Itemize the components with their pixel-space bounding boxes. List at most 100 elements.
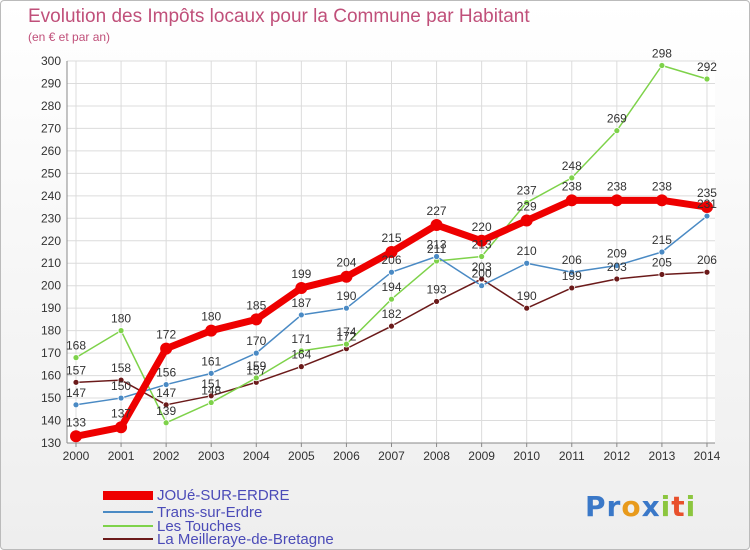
data-point — [117, 376, 125, 384]
data-point — [700, 201, 713, 214]
data-label: 164 — [291, 348, 311, 362]
x-tick-label: 2012 — [603, 449, 630, 463]
data-point — [703, 268, 711, 276]
data-label: 248 — [562, 159, 582, 173]
data-label: 199 — [562, 269, 582, 283]
legend-label: JOUé-SUR-ERDRE — [157, 486, 290, 504]
grid-layer — [67, 60, 715, 444]
legend-item: Les Touches — [103, 518, 241, 535]
data-point — [207, 369, 215, 377]
data-label: 238 — [562, 179, 582, 193]
y-tick-label: 150 — [41, 391, 61, 405]
series-les-touches — [72, 62, 711, 427]
data-point — [658, 271, 666, 278]
data-label: 170 — [246, 334, 266, 348]
data-label: 172 — [336, 330, 356, 344]
logo-letter: t — [671, 490, 686, 523]
data-point — [478, 282, 486, 290]
data-label: 203 — [472, 260, 492, 274]
data-point — [523, 199, 531, 206]
data-point — [388, 322, 395, 330]
data-point — [655, 194, 668, 207]
data-label: 206 — [562, 253, 582, 267]
data-point — [613, 262, 621, 269]
x-tick-label: 2009 — [468, 449, 495, 463]
data-label: 148 — [201, 384, 221, 398]
x-tick-label: 2005 — [288, 449, 315, 463]
data-point — [703, 75, 711, 83]
data-label: 147 — [66, 386, 86, 400]
axis-layer: 130 140 150 160 170 180 190 200 210 220 230 240 250 2… — [41, 54, 721, 463]
data-label: 187 — [291, 296, 311, 310]
data-label: 190 — [336, 289, 356, 303]
data-label: 157 — [246, 363, 266, 377]
data-label: 174 — [336, 325, 356, 339]
y-tick-label: 160 — [41, 369, 61, 383]
data-label: 133 — [66, 415, 86, 429]
data-label: 292 — [697, 60, 717, 74]
data-point — [430, 219, 443, 232]
data-point — [568, 284, 576, 292]
data-label: 206 — [697, 253, 717, 267]
data-point — [523, 304, 531, 312]
data-label: 220 — [472, 220, 492, 234]
data-label: 161 — [201, 354, 221, 368]
data-point — [252, 349, 260, 357]
data-label: 237 — [517, 184, 537, 198]
data-point — [70, 430, 82, 443]
x-tick-label: 2000 — [63, 449, 90, 463]
data-label: 235 — [697, 186, 717, 200]
legend-swatch — [103, 538, 153, 540]
y-tick-label: 140 — [41, 414, 61, 428]
y-tick-label: 190 — [41, 301, 61, 315]
data-point — [205, 324, 218, 337]
y-tick-label: 260 — [41, 144, 61, 158]
data-point — [117, 327, 125, 335]
data-label: 238 — [607, 179, 627, 193]
x-tick-label: 2007 — [378, 449, 405, 463]
legend-item: JOUé-SUR-ERDRE — [103, 486, 290, 504]
data-point — [115, 421, 128, 434]
legend-label: Trans-sur-Erdre — [157, 503, 263, 521]
data-label: 203 — [607, 260, 627, 274]
x-tick-label: 2004 — [243, 449, 270, 463]
data-point — [72, 378, 80, 386]
legend-item: La Meilleraye-de-Bretagne — [103, 531, 334, 548]
x-tick-label: 2002 — [153, 449, 180, 463]
y-tick-label: 130 — [41, 436, 61, 450]
data-label: 200 — [472, 267, 492, 281]
data-label: 158 — [111, 361, 131, 375]
data-label: 190 — [517, 289, 537, 303]
y-tick-label: 300 — [41, 54, 61, 68]
x-tick-label: 2001 — [108, 449, 135, 463]
data-point — [388, 268, 395, 276]
logo-letter: o — [621, 490, 642, 523]
data-point — [433, 253, 440, 260]
y-tick-label: 200 — [41, 279, 61, 293]
x-tick-label: 2008 — [423, 449, 450, 463]
data-point — [207, 399, 215, 406]
x-tick-label: 2013 — [649, 449, 676, 463]
data-point — [295, 281, 308, 294]
data-label: 151 — [201, 377, 221, 391]
data-point — [475, 234, 488, 247]
data-label: 227 — [427, 204, 447, 218]
data-label: 185 — [246, 298, 266, 312]
data-label: 199 — [291, 267, 311, 281]
data-point — [340, 270, 353, 283]
data-point — [385, 246, 398, 258]
y-tick-label: 170 — [41, 346, 61, 360]
y-tick-label: 240 — [41, 189, 61, 203]
data-point — [568, 174, 576, 182]
y-tick-label: 230 — [41, 211, 61, 225]
data-label: 238 — [652, 179, 672, 193]
data-point — [343, 304, 350, 312]
data-label-layer: 133 137 172 180 185 199 204 215 227 220 229 238 238 2… — [66, 46, 717, 429]
data-point — [297, 311, 305, 319]
data-label: 156 — [156, 366, 176, 380]
data-label: 205 — [652, 255, 672, 269]
data-label: 204 — [336, 256, 356, 270]
data-label: 157 — [66, 363, 86, 377]
data-label: 168 — [66, 339, 86, 353]
